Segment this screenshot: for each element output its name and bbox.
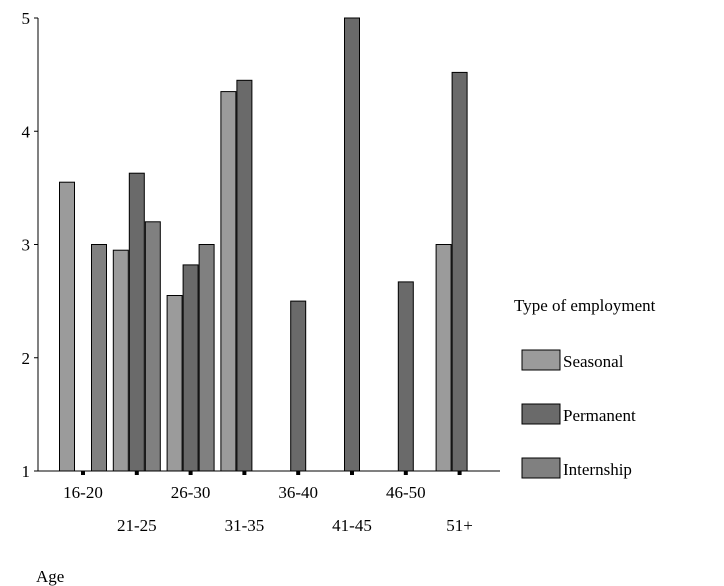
axes-group: [37, 18, 500, 472]
bar-permanent-21-25: [128, 172, 145, 472]
y-tick-labels: 1 2 3 4 5: [22, 9, 38, 481]
bar-permanent-51+: [451, 71, 468, 472]
y-tick-label: 5: [22, 9, 31, 28]
x-tick-label-36-40: 36-40: [278, 483, 318, 502]
bar-internship-21-25: [144, 221, 161, 472]
x-tick-mark: [134, 471, 139, 475]
bar-permanent-36-40: [290, 300, 307, 472]
x-tick-label-31-35: 31-35: [225, 516, 265, 535]
x-tick-mark: [403, 471, 408, 475]
x-tick-mark: [188, 471, 193, 475]
legend-swatch-permanent: [521, 403, 561, 425]
bar-permanent-26-30: [182, 264, 199, 472]
legend-title: Type of employment: [514, 296, 656, 315]
x-tick-label-51+: 51+: [446, 516, 473, 535]
x-tick-label-46-50: 46-50: [386, 483, 426, 502]
x-tick-label-41-45: 41-45: [332, 516, 372, 535]
bar-internship-26-30: [198, 244, 215, 472]
legend-label-seasonal: Seasonal: [563, 352, 624, 371]
bar-seasonal-26-30: [166, 295, 183, 472]
x-tick-mark: [296, 471, 301, 475]
x-tick-mark: [242, 471, 247, 475]
y-tick-label: 1: [22, 462, 31, 481]
bar-permanent-46-50: [397, 281, 414, 472]
x-tick-mark: [81, 471, 85, 475]
legend-swatch-seasonal: [521, 349, 561, 371]
bar-seasonal-31-35: [220, 91, 237, 472]
bar-internship-16-20: [91, 244, 107, 472]
bars-group: [59, 17, 468, 472]
legend-label-permanent: Permanent: [563, 406, 636, 425]
bar-permanent-41-45: [344, 17, 360, 472]
bar-permanent-31-35: [236, 79, 253, 472]
x-tick-label-26-30: 26-30: [171, 483, 211, 502]
x-tick-label-21-25: 21-25: [117, 516, 157, 535]
bar-seasonal-21-25: [112, 249, 129, 472]
legend: Type of employment Seasonal Permanent Inte…: [514, 296, 656, 479]
bar-seasonal-51+: [435, 244, 452, 472]
y-tick-label: 3: [22, 236, 31, 255]
legend-label-internship: Internship: [563, 460, 632, 479]
y-tick-label: 4: [22, 122, 31, 141]
x-tick-mark: [457, 471, 462, 475]
y-tick-label: 2: [22, 349, 31, 368]
x-tick-label-16-20: 16-20: [63, 483, 103, 502]
x-axis-title: Age: [36, 567, 64, 586]
x-tick-labels: 16-20 21-25 26-30 31-35 36-40 41-45 46-50 51+: [63, 471, 473, 535]
bar-seasonal-16-20: [59, 181, 75, 472]
x-tick-mark: [350, 471, 354, 475]
legend-swatch-internship: [521, 457, 561, 479]
